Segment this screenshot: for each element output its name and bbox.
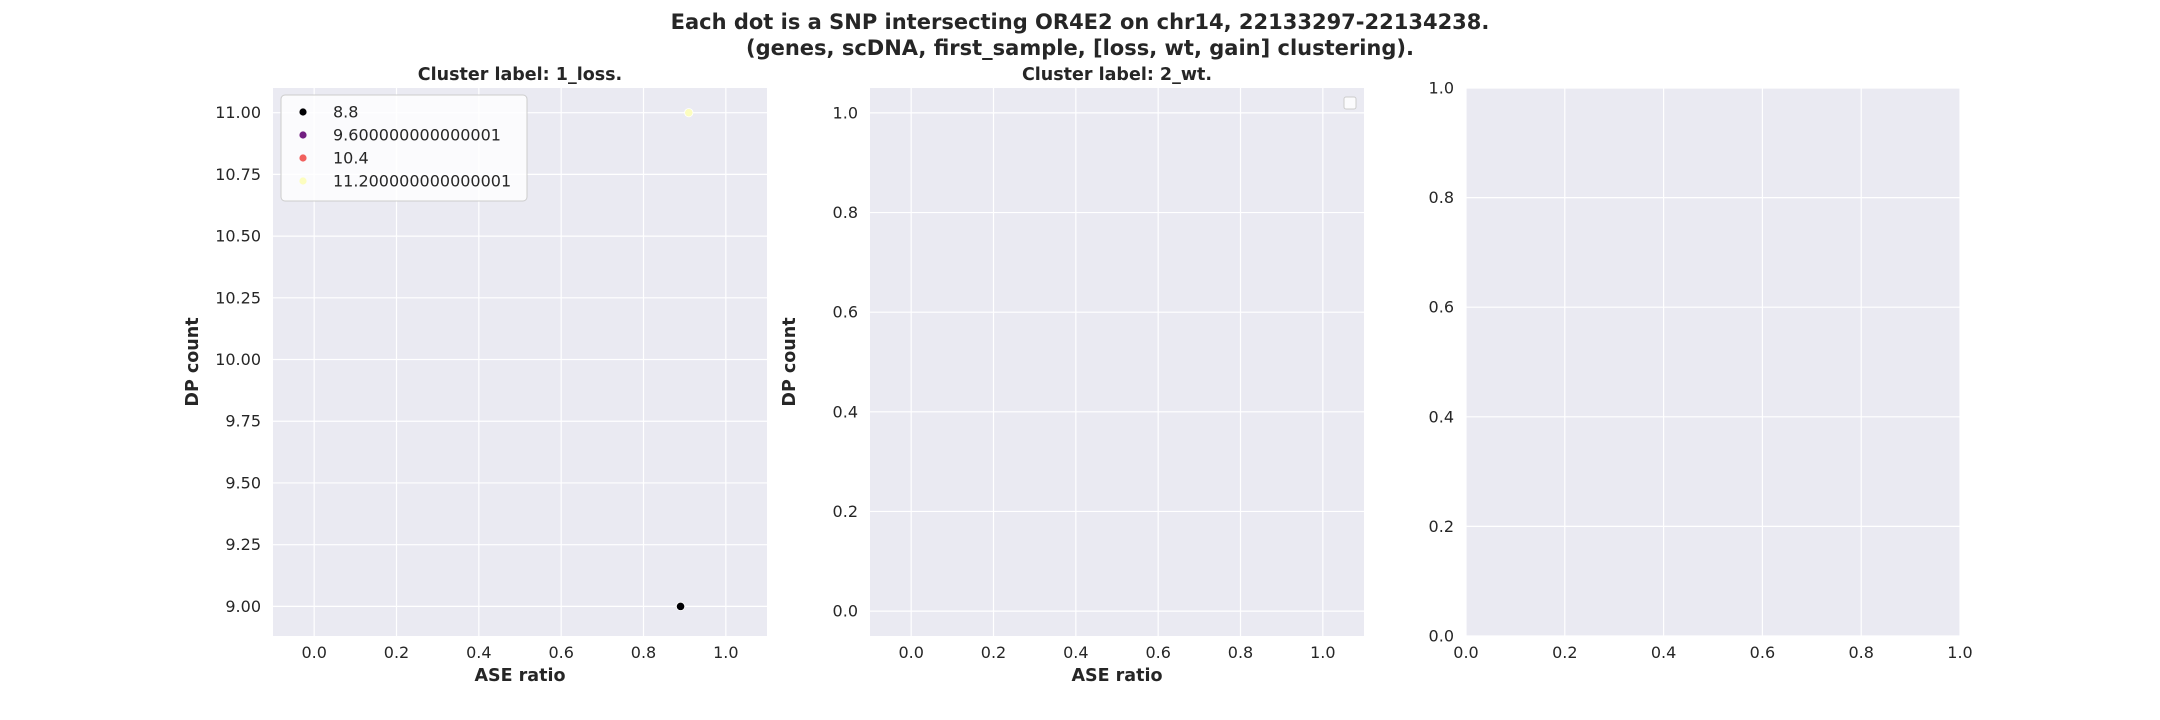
figure-title-line-2: (genes, scDNA, first_sample, [loss, wt, … <box>745 36 1414 60</box>
x-axis-label: ASE ratio <box>1071 666 1162 686</box>
x-tick-label: 0.6 <box>548 643 573 662</box>
y-axis-label: DP count <box>780 317 800 406</box>
legend-label: 11.200000000000001 <box>333 172 511 191</box>
legend-marker <box>299 108 307 116</box>
y-tick-label: 0.8 <box>1429 188 1454 207</box>
x-tick-label: 0.2 <box>384 643 409 662</box>
y-tick-label: 0.2 <box>1429 517 1454 536</box>
y-tick-label: 9.50 <box>225 473 261 492</box>
y-tick-label: 0.0 <box>1429 627 1454 646</box>
y-tick-label: 0.4 <box>833 402 858 421</box>
y-tick-label: 9.00 <box>225 597 261 616</box>
x-tick-label: 0.2 <box>1552 643 1577 662</box>
y-tick-label: 0.6 <box>1429 298 1454 317</box>
y-tick-label: 9.75 <box>225 412 261 431</box>
legend-box-empty <box>1343 96 1357 110</box>
y-tick-label: 0.0 <box>833 602 858 621</box>
x-tick-label: 0.8 <box>1228 643 1253 662</box>
legend-label: 9.600000000000001 <box>333 126 501 145</box>
x-tick-label: 0.4 <box>466 643 491 662</box>
y-tick-label: 0.4 <box>1429 407 1454 426</box>
x-tick-label: 0.8 <box>1848 643 1873 662</box>
scatter-point <box>684 108 694 118</box>
legend-marker <box>299 154 307 162</box>
x-tick-label: 0.4 <box>1651 643 1676 662</box>
x-axis-label: ASE ratio <box>474 666 565 686</box>
x-tick-label: 0.6 <box>1145 643 1170 662</box>
legend-label: 10.4 <box>333 149 369 168</box>
x-tick-label: 1.0 <box>1947 643 1972 662</box>
x-tick-label: 0.2 <box>981 643 1006 662</box>
y-tick-label: 10.75 <box>215 165 261 184</box>
x-tick-label: 0.6 <box>1750 643 1775 662</box>
subplot-title: Cluster label: 2_wt. <box>1022 65 1212 85</box>
x-tick-label: 0.0 <box>301 643 326 662</box>
legend-marker <box>299 131 307 139</box>
scatter-point <box>675 601 686 611</box>
subplot-title: Cluster label: 1_loss. <box>418 65 622 85</box>
figure-title-line-1: Each dot is a SNP intersecting OR4E2 on … <box>670 10 1490 34</box>
y-tick-label: 0.8 <box>833 203 858 222</box>
y-tick-label: 0.2 <box>833 502 858 521</box>
x-tick-label: 0.4 <box>1063 643 1088 662</box>
y-tick-label: 10.25 <box>215 288 261 307</box>
plot-area-2 <box>870 88 1364 636</box>
legend-marker <box>299 177 307 185</box>
y-tick-label: 10.00 <box>215 350 261 369</box>
x-tick-label: 0.0 <box>898 643 923 662</box>
legend-label: 8.8 <box>333 103 358 122</box>
legend-box <box>280 94 528 202</box>
y-tick-label: 1.0 <box>833 103 858 122</box>
y-axis-label: DP count <box>183 317 203 406</box>
x-tick-label: 0.0 <box>1453 643 1478 662</box>
x-tick-label: 0.8 <box>631 643 656 662</box>
y-tick-label: 0.6 <box>833 303 858 322</box>
y-tick-label: 9.25 <box>225 535 261 554</box>
plot-area-3 <box>1466 88 1960 636</box>
y-tick-label: 1.0 <box>1429 79 1454 98</box>
x-tick-label: 1.0 <box>713 643 738 662</box>
y-tick-label: 10.50 <box>215 227 261 246</box>
y-tick-label: 11.00 <box>215 103 261 122</box>
x-tick-label: 1.0 <box>1310 643 1335 662</box>
